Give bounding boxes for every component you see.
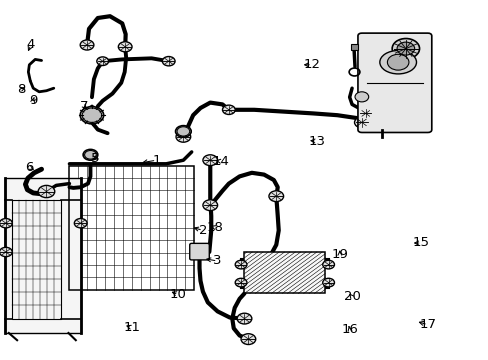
Text: 12: 12	[303, 58, 320, 71]
Text: 10: 10	[170, 288, 186, 301]
Circle shape	[354, 117, 368, 128]
Circle shape	[322, 260, 334, 269]
Ellipse shape	[80, 107, 103, 124]
Text: 6: 6	[25, 161, 34, 174]
Circle shape	[241, 334, 255, 345]
Bar	[244, 252, 325, 293]
Bar	[350, 44, 358, 50]
Circle shape	[322, 278, 334, 287]
Text: 11: 11	[123, 321, 140, 334]
Circle shape	[386, 54, 408, 70]
Circle shape	[235, 260, 246, 269]
Text: 7: 7	[80, 100, 88, 113]
Circle shape	[359, 109, 371, 118]
Text: 8: 8	[17, 83, 25, 96]
Text: 4: 4	[26, 39, 35, 51]
Circle shape	[177, 127, 189, 136]
Circle shape	[237, 313, 251, 324]
Text: 17: 17	[419, 318, 435, 331]
Circle shape	[84, 150, 96, 159]
Text: 2: 2	[198, 224, 207, 237]
Text: 13: 13	[308, 135, 325, 148]
Circle shape	[396, 42, 414, 55]
Text: 5: 5	[91, 152, 100, 165]
Circle shape	[38, 185, 55, 198]
Text: 19: 19	[331, 248, 347, 261]
Circle shape	[203, 155, 217, 166]
Circle shape	[222, 105, 235, 114]
FancyBboxPatch shape	[189, 243, 209, 260]
Circle shape	[82, 108, 102, 122]
Text: 16: 16	[341, 323, 357, 336]
Text: 3: 3	[213, 255, 222, 267]
Circle shape	[0, 219, 12, 228]
Ellipse shape	[175, 126, 191, 137]
Text: 14: 14	[212, 155, 229, 168]
FancyBboxPatch shape	[357, 33, 431, 132]
Text: 18: 18	[206, 221, 223, 234]
Bar	[69, 166, 194, 290]
Circle shape	[235, 278, 246, 287]
Ellipse shape	[379, 50, 416, 74]
Circle shape	[118, 42, 132, 52]
Circle shape	[162, 57, 175, 66]
Bar	[12, 200, 61, 319]
Text: 1: 1	[152, 154, 161, 167]
Ellipse shape	[83, 149, 98, 160]
Text: 20: 20	[343, 291, 360, 303]
Circle shape	[268, 191, 283, 202]
Circle shape	[74, 219, 87, 228]
Bar	[5, 178, 81, 333]
Circle shape	[354, 92, 368, 102]
Circle shape	[391, 39, 419, 59]
Circle shape	[203, 200, 217, 211]
Text: 15: 15	[412, 237, 429, 249]
Circle shape	[80, 40, 94, 50]
Circle shape	[97, 57, 108, 66]
Circle shape	[0, 247, 12, 257]
Circle shape	[176, 131, 190, 142]
Text: 9: 9	[29, 94, 38, 107]
